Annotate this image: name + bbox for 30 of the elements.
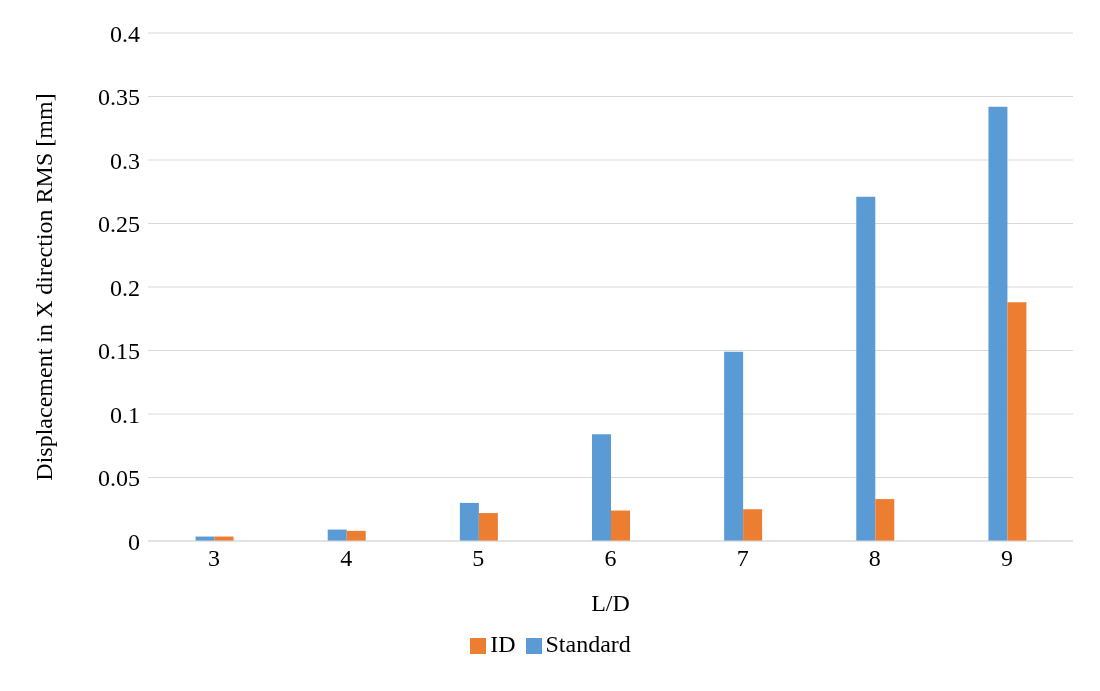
y-tick-label: 0.35 — [98, 84, 140, 111]
x-tick-label: 7 — [736, 545, 749, 572]
bar — [988, 106, 1008, 541]
y-tick-label: 0.15 — [98, 338, 140, 365]
bar — [592, 434, 611, 541]
bar — [724, 351, 744, 541]
x-tick-label: 3 — [208, 545, 221, 572]
x-tick-label: 5 — [472, 545, 485, 572]
y-tick-label: 0.3 — [110, 147, 140, 174]
y-tick-label: 0 — [128, 528, 140, 555]
bar — [459, 502, 479, 541]
x-tick-label: 6 — [604, 545, 617, 572]
legend-label: Standard — [545, 631, 631, 657]
bar — [611, 510, 630, 541]
bar — [478, 513, 498, 541]
x-tick-label: 4 — [340, 545, 353, 572]
y-tick-label: 0.25 — [98, 211, 140, 238]
bar — [743, 509, 763, 541]
y-axis-title: Displacement in X direction RMS [mm] — [30, 93, 57, 481]
bar — [1007, 302, 1027, 541]
y-tick-label: 0.05 — [98, 465, 140, 492]
y-tick-label: 0.4 — [110, 20, 140, 47]
x-tick-label: 8 — [868, 545, 881, 572]
y-tick-label: 0.2 — [110, 274, 140, 301]
bar — [856, 196, 876, 541]
legend-label: ID — [490, 631, 516, 657]
bar — [875, 499, 895, 541]
x-axis-title: L/D — [591, 590, 630, 616]
x-tick-label: 9 — [1000, 545, 1013, 572]
y-tick-label: 0.1 — [110, 401, 140, 428]
